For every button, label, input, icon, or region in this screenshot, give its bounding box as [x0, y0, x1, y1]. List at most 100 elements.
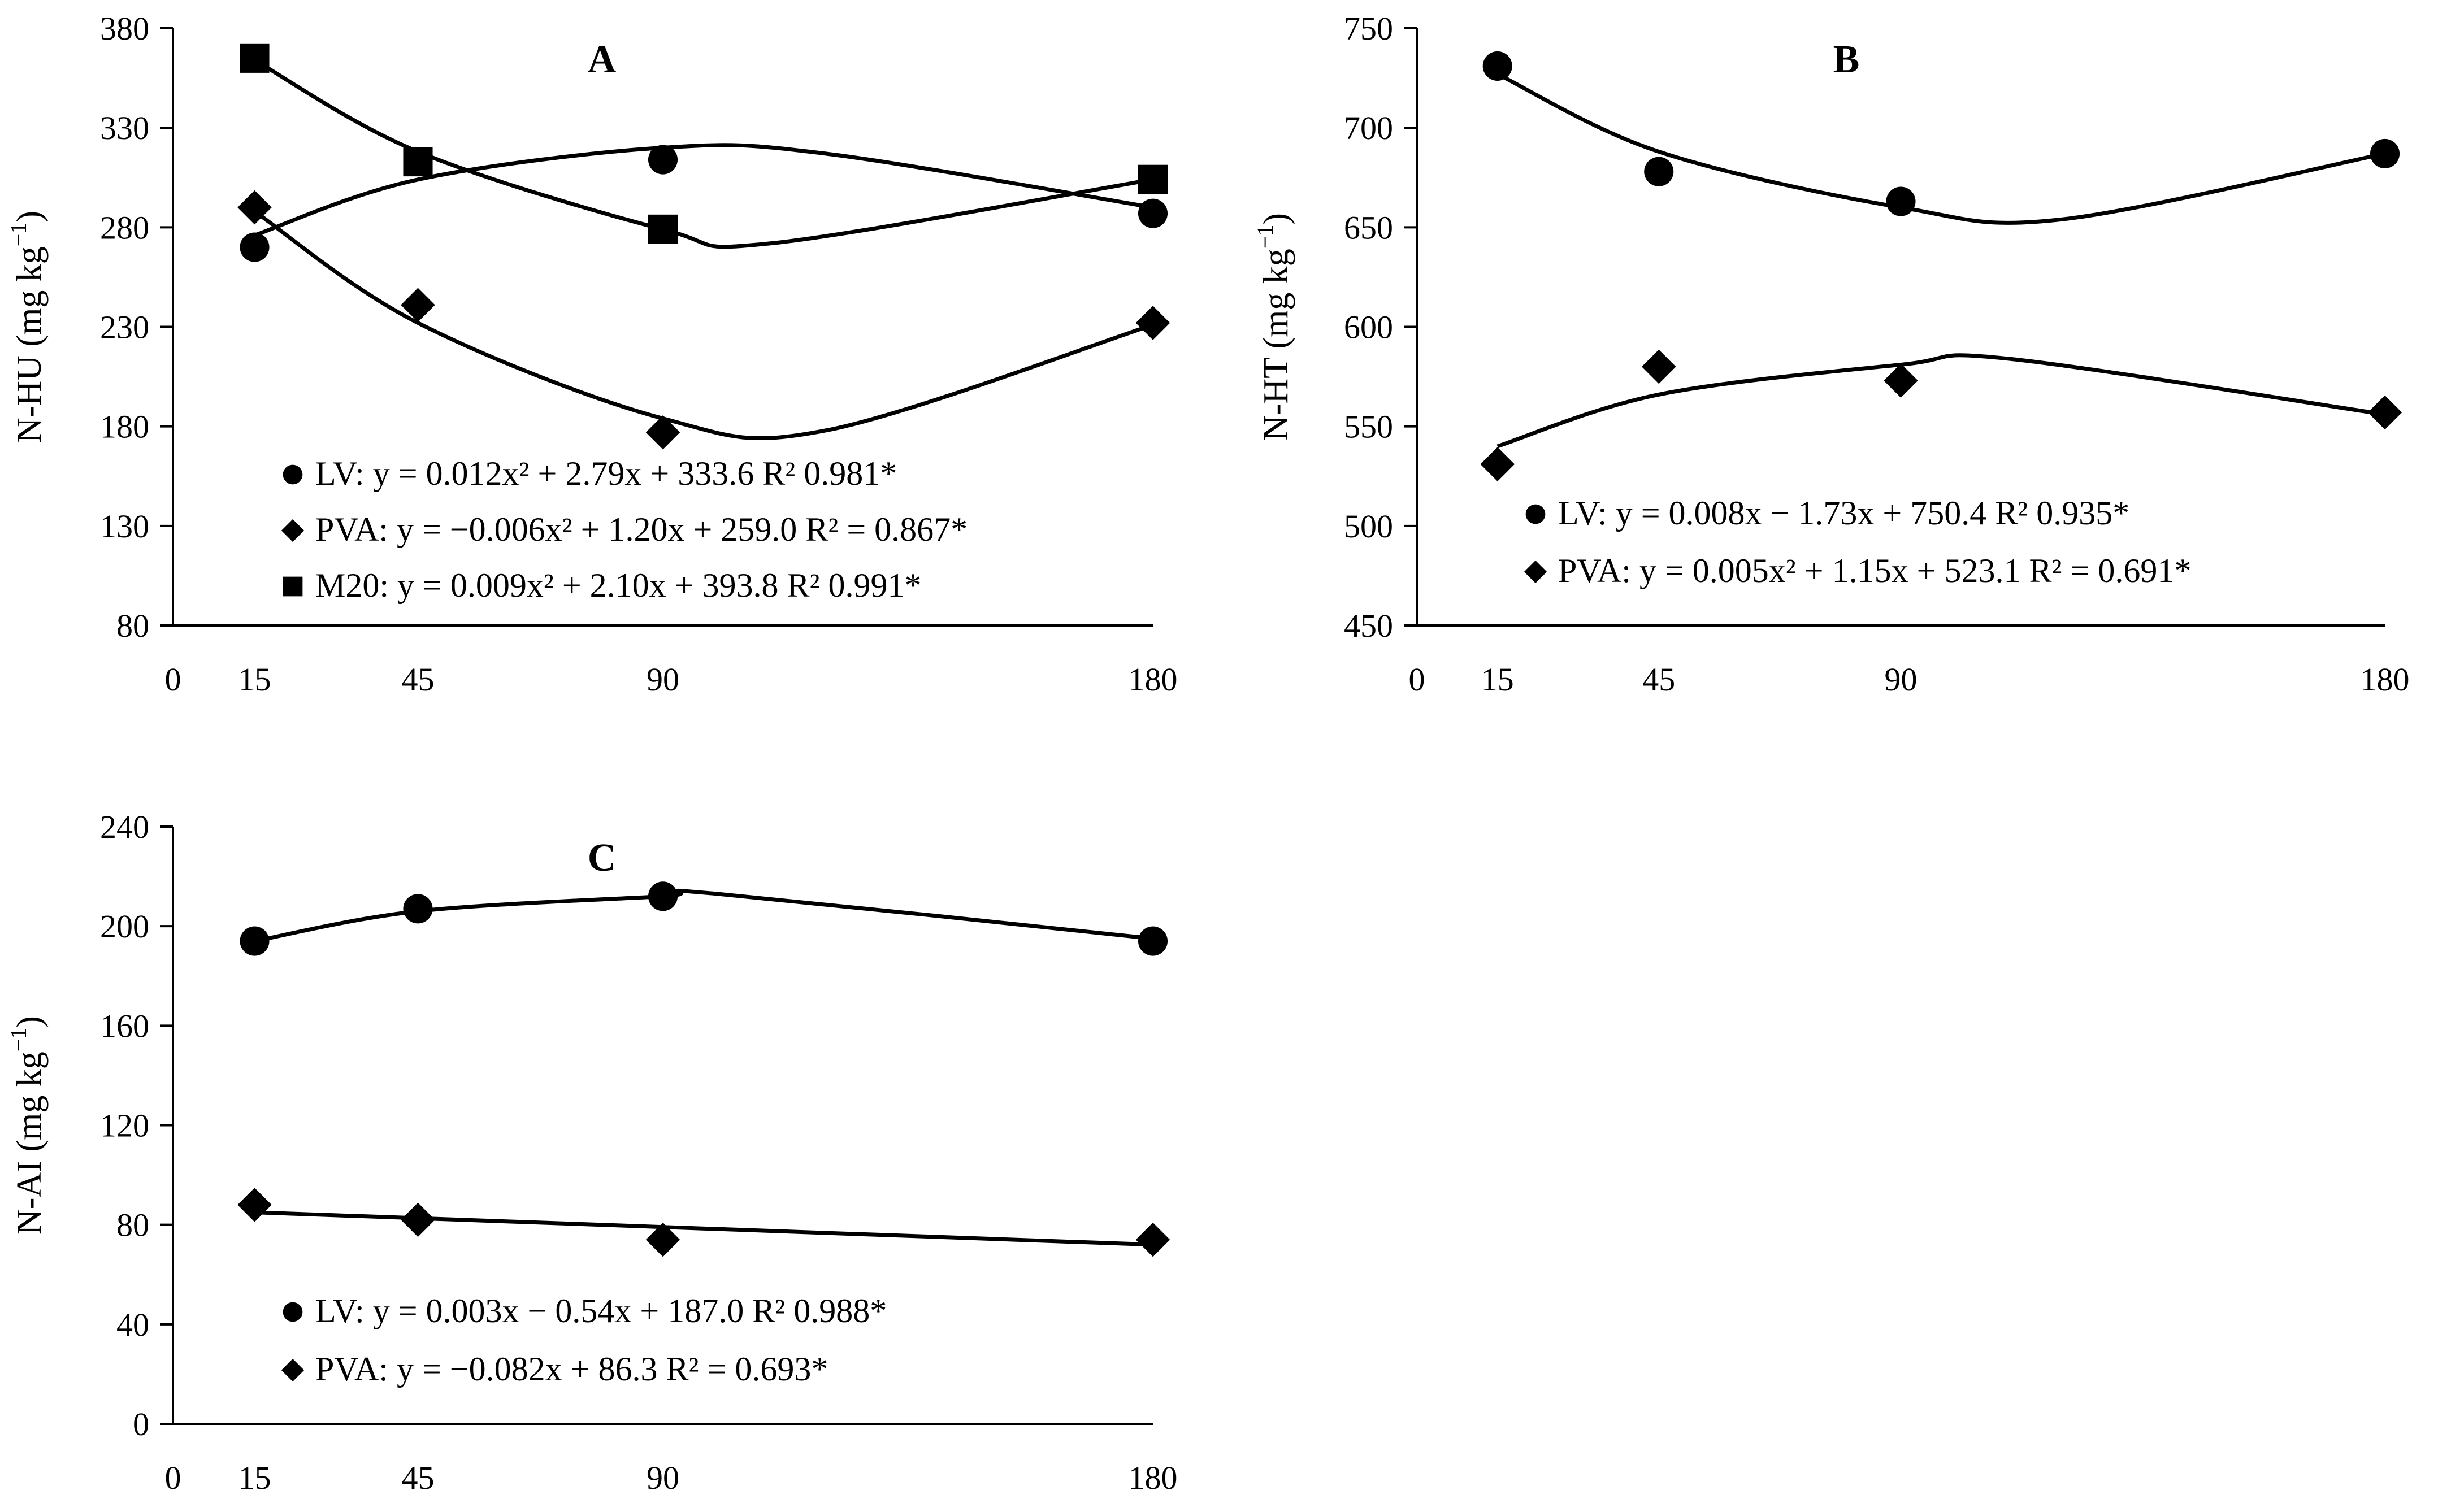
- legend-label-pva: PVA: y = −0.082x + 86.3 R² = 0.693*: [315, 1350, 828, 1388]
- y-tick-label: 120: [100, 1107, 149, 1144]
- legend-marker-pva: [1524, 560, 1547, 584]
- y-axis-title-main: N-AI (mg kg: [10, 1052, 49, 1235]
- y-tick-label: 230: [100, 309, 149, 346]
- data-point-lv-45: [1644, 157, 1674, 186]
- data-point-m20-180: [1138, 164, 1168, 194]
- trend-line-lv: [254, 888, 1153, 944]
- y-axis-title-close: ): [1257, 213, 1295, 225]
- legend-marker-pva: [281, 1358, 305, 1382]
- legend-marker-m20: [283, 576, 303, 597]
- data-point-pva-15: [237, 190, 272, 225]
- data-point-pva-45: [401, 1202, 435, 1237]
- y-axis-title-superscript: −1: [6, 223, 31, 247]
- y-tick-label: 450: [1344, 607, 1393, 644]
- trend-line-lv: [254, 143, 1153, 237]
- chart-panel-b: 450 500 550 600 650 700 750 0 15 45 90 180 N-HT (mg …: [1252, 10, 2410, 698]
- y-tick-label: 80: [116, 607, 149, 644]
- y-tick-label: 750: [1344, 10, 1393, 47]
- x-tick-label: 45: [402, 661, 435, 698]
- data-point-lv-180: [1138, 198, 1168, 228]
- data-point-pva-90: [645, 415, 680, 450]
- y-axis-title: N-AI (mg kg−1): [6, 1016, 49, 1235]
- x-tick-label: 180: [1129, 1459, 1178, 1496]
- y-tick-label: 330: [100, 110, 149, 146]
- data-point-pva-90: [1884, 363, 1918, 398]
- data-point-m20-15: [240, 43, 270, 73]
- y-tick-label: 500: [1344, 508, 1393, 545]
- legend-label-lv: LV: y = 0.003x − 0.54x + 187.0 R² 0.988*: [315, 1292, 887, 1329]
- data-point-pva-90: [645, 1222, 680, 1257]
- legend-marker-lv: [283, 1302, 303, 1322]
- y-tick-label: 180: [100, 409, 149, 445]
- trend-line-pva: [1496, 353, 2385, 449]
- data-point-lv-15: [1482, 51, 1512, 81]
- x-tick-label: 180: [2361, 661, 2410, 698]
- x-tick-label: 0: [165, 661, 181, 698]
- data-point-lv-15: [240, 926, 270, 956]
- y-tick-label: 160: [100, 1007, 149, 1044]
- data-point-m20-90: [648, 214, 678, 244]
- x-tick-label: 45: [402, 1459, 435, 1496]
- legend-label-pva: PVA: y = −0.006x² + 1.20x + 259.0 R² = 0…: [315, 511, 968, 548]
- chart-panel-a: 80 130 180 230 280 330 380 0 15 45 90 180 N-HU (mg k…: [6, 10, 1178, 698]
- y-tick-label: 380: [100, 10, 149, 47]
- y-axis-title: N-HU (mg kg−1): [6, 211, 49, 443]
- y-tick-label: 130: [100, 508, 149, 545]
- data-point-lv-90: [648, 881, 678, 911]
- legend-marker-lv: [283, 464, 303, 485]
- data-point-lv-45: [403, 894, 433, 924]
- data-point-lv-90: [648, 145, 678, 175]
- y-axis-title-superscript: −1: [1252, 225, 1278, 249]
- x-tick-label: 45: [1642, 661, 1675, 698]
- y-tick-label: 80: [116, 1207, 149, 1244]
- x-tick-label: 90: [647, 1459, 679, 1496]
- y-axis-title-main: N-HT (mg kg: [1257, 249, 1295, 441]
- y-axis-title-superscript: −1: [6, 1028, 31, 1052]
- x-tick-label: 90: [647, 661, 679, 698]
- x-tick-label: 15: [1481, 661, 1514, 698]
- y-tick-label: 40: [116, 1306, 149, 1343]
- data-point-pva-15: [237, 1188, 272, 1222]
- x-tick-label: 0: [165, 1459, 181, 1496]
- y-tick-label: 650: [1344, 209, 1393, 246]
- data-point-lv-15: [240, 232, 270, 262]
- legend-marker-pva: [281, 519, 305, 542]
- y-tick-label: 200: [100, 908, 149, 945]
- data-point-pva-180: [2367, 395, 2402, 430]
- y-tick-label: 0: [133, 1406, 149, 1443]
- data-point-pva-45: [401, 288, 435, 322]
- legend-label-pva: PVA: y = 0.005x² + 1.15x + 523.1 R² = 0.…: [1558, 552, 2191, 589]
- data-point-m20-45: [403, 147, 433, 177]
- data-point-lv-180: [2370, 138, 2400, 169]
- legend-label-lv: LV: y = 0.012x² + 2.79x + 333.6 R² 0.981…: [315, 455, 897, 492]
- y-axis-title: N-HT (mg kg−1): [1252, 213, 1295, 441]
- legend-label-lv: LV: y = 0.008x − 1.73x + 750.4 R² 0.935*: [1558, 494, 2129, 532]
- x-tick-label: 0: [1409, 661, 1425, 698]
- x-tick-label: 180: [1129, 661, 1178, 698]
- x-tick-label: 15: [238, 1459, 271, 1496]
- x-tick-label: 15: [238, 661, 271, 698]
- panel-label: A: [588, 38, 617, 81]
- y-tick-label: 600: [1344, 309, 1393, 346]
- legend-label-m20: M20: y = 0.009x² + 2.10x + 393.8 R² 0.99…: [315, 567, 922, 604]
- panel-label: C: [588, 836, 617, 880]
- y-tick-label: 550: [1344, 409, 1393, 445]
- y-axis-title-close: ): [10, 1016, 49, 1028]
- data-point-pva-180: [1135, 306, 1170, 340]
- y-axis-title-close: ): [10, 211, 49, 223]
- y-tick-label: 700: [1344, 110, 1393, 146]
- y-tick-label: 280: [100, 209, 149, 246]
- x-tick-label: 90: [1885, 661, 1918, 698]
- data-point-pva-15: [1480, 447, 1515, 481]
- chart-panel-c: 0 40 80 120 160 200 240 0 15 45 90 180 N-AI (mg kg−1…: [6, 809, 1178, 1496]
- data-point-lv-180: [1138, 926, 1168, 956]
- data-point-pva-180: [1135, 1222, 1170, 1257]
- legend-marker-lv: [1525, 504, 1546, 524]
- y-axis-title-main: N-HU (mg kg: [10, 246, 49, 443]
- y-tick-label: 240: [100, 809, 149, 845]
- data-point-pva-45: [1642, 349, 1676, 384]
- panel-label: B: [1833, 38, 1860, 81]
- data-point-lv-90: [1886, 186, 1916, 216]
